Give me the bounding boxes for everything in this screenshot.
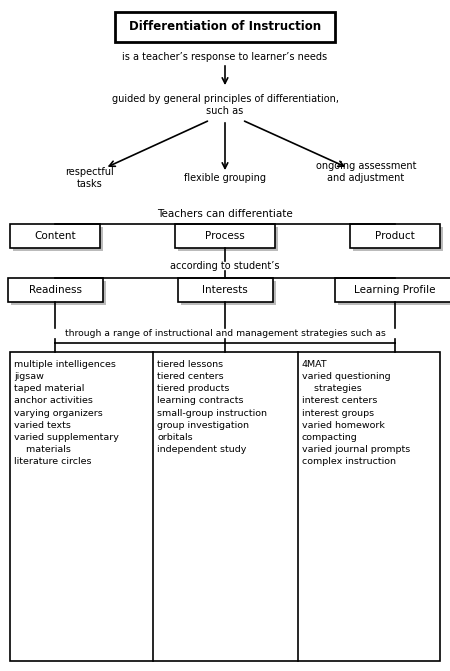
Text: guided by general principles of differentiation,
such as: guided by general principles of differen… bbox=[112, 94, 338, 116]
Bar bbox=[10, 281, 105, 305]
Text: is a teacher’s response to learner’s needs: is a teacher’s response to learner’s nee… bbox=[122, 52, 328, 62]
Bar bbox=[350, 224, 440, 248]
Text: tiered lessons
tiered centers
tiered products
learning contracts
small-group ins: tiered lessons tiered centers tiered pro… bbox=[157, 360, 267, 454]
Bar bbox=[180, 281, 275, 305]
Bar bbox=[8, 278, 103, 302]
Text: according to student’s: according to student’s bbox=[170, 261, 280, 271]
Text: Teachers can differentiate: Teachers can differentiate bbox=[157, 209, 293, 219]
Bar bbox=[178, 227, 278, 251]
Text: Differentiation of Instruction: Differentiation of Instruction bbox=[129, 21, 321, 34]
Bar bbox=[177, 278, 273, 302]
Text: Learning Profile: Learning Profile bbox=[354, 285, 436, 295]
Text: 4MAT
varied questioning
    strategies
interest centers
interest groups
varied h: 4MAT varied questioning strategies inter… bbox=[302, 360, 410, 466]
Bar bbox=[175, 224, 275, 248]
Text: through a range of instructional and management strategies such as: through a range of instructional and man… bbox=[64, 329, 386, 338]
Bar bbox=[115, 12, 335, 42]
Text: ongoing assessment
and adjustment: ongoing assessment and adjustment bbox=[316, 161, 416, 183]
Text: Interests: Interests bbox=[202, 285, 248, 295]
Text: respectful
tasks: respectful tasks bbox=[66, 167, 114, 189]
Text: multiple intelligences
jigsaw
taped material
anchor activities
varying organizer: multiple intelligences jigsaw taped mate… bbox=[14, 360, 119, 466]
Text: Process: Process bbox=[205, 231, 245, 241]
Text: Content: Content bbox=[34, 231, 76, 241]
Bar bbox=[335, 278, 450, 302]
Text: Product: Product bbox=[375, 231, 415, 241]
Bar bbox=[10, 224, 100, 248]
Text: Readiness: Readiness bbox=[28, 285, 81, 295]
Bar bbox=[13, 227, 103, 251]
Bar bbox=[353, 227, 443, 251]
Bar bbox=[10, 352, 440, 661]
Text: flexible grouping: flexible grouping bbox=[184, 173, 266, 183]
Bar bbox=[338, 281, 450, 305]
